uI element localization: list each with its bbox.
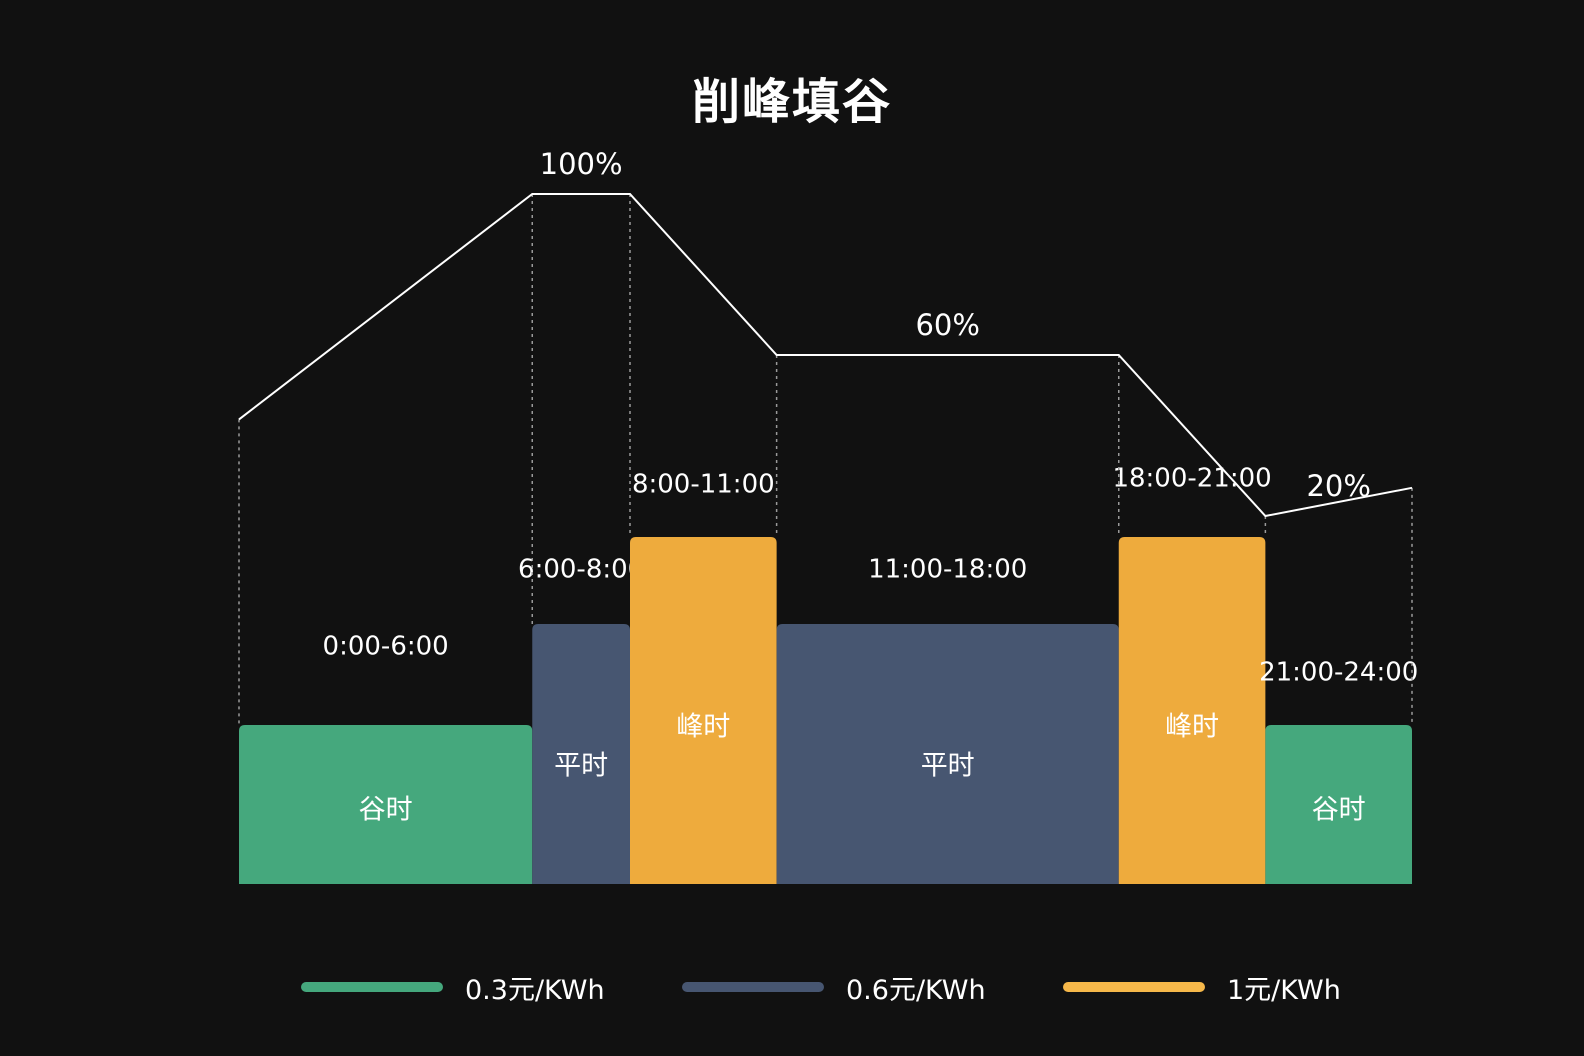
chart-title: 削峰填谷 (691, 74, 892, 130)
line-data-label-3: 20% (1306, 469, 1370, 503)
bar-label-3: 峰时 (676, 711, 730, 742)
legend-label: 0.3元/KWh (465, 974, 605, 1006)
load-line-series (238, 193, 1413, 518)
bar-5[interactable] (1118, 537, 1266, 884)
bar-2[interactable] (532, 624, 630, 884)
legend-label: 1元/KWh (1227, 974, 1341, 1006)
tick-label-3: 8:00-11:00 (632, 470, 775, 500)
bar-label-5: 峰时 (1165, 711, 1219, 742)
legend-swatch (682, 982, 824, 992)
bar-label-2: 平时 (554, 751, 608, 782)
bar-label-4: 平时 (921, 751, 975, 782)
line-data-label-1: 100% (540, 147, 623, 181)
legend-item-2[interactable]: 0.6元/KWh (682, 962, 986, 1012)
legend-swatch (301, 982, 443, 992)
tick-label-5: 18:00-21:00 (1112, 464, 1271, 494)
tick-label-4: 11:00-18:00 (868, 555, 1027, 585)
bar-1[interactable] (239, 725, 533, 884)
tick-label-1: 0:00-6:00 (323, 632, 449, 662)
line-data-label-2: 60% (915, 308, 979, 342)
legend-item-1[interactable]: 0.3元/KWh (301, 962, 605, 1012)
bar-label-6: 谷时 (1312, 794, 1366, 825)
tick-label-6: 21:00-24:00 (1259, 658, 1418, 688)
legend-label: 0.6元/KWh (846, 974, 986, 1006)
bar-6[interactable] (1265, 725, 1412, 884)
chart-legend: 0.3元/KWh 0.6元/KWh 1元/KWh (0, 962, 1584, 1012)
bar-3[interactable] (630, 537, 777, 884)
tick-label-2: 6:00-8:00 (518, 555, 644, 585)
bar-label-1: 谷时 (359, 794, 413, 825)
bar-4[interactable] (776, 624, 1119, 884)
legend-swatch (1063, 982, 1205, 992)
legend-item-3[interactable]: 1元/KWh (1063, 962, 1341, 1012)
